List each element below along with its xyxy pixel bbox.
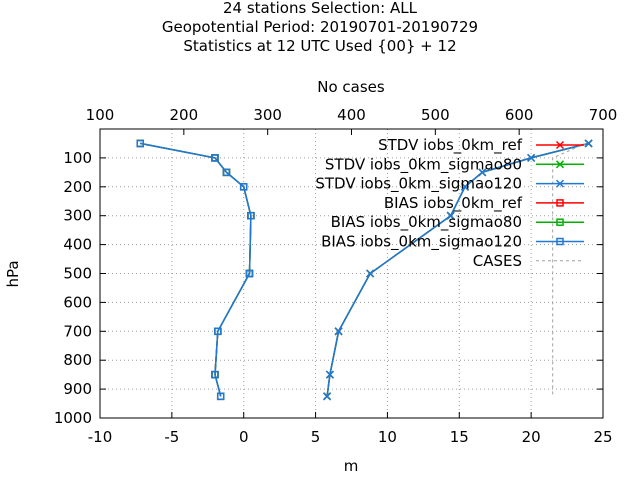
series-line (140, 142, 252, 397)
data-point-x-marker (461, 182, 470, 191)
data-point-x-marker (334, 327, 343, 336)
data-point-x-marker (325, 370, 334, 379)
legend-label: STDV iobs_0km_sigmao120 (315, 175, 522, 194)
x-tick-label: -10 (88, 428, 113, 446)
y-tick-label: 100 (63, 149, 92, 167)
data-point-square-marker (245, 269, 254, 278)
data-point-x-marker (323, 392, 332, 401)
x2-tick-label: 300 (253, 106, 282, 124)
data-point-square-marker (556, 218, 564, 226)
marker-stroke (555, 160, 565, 169)
marker-stroke (366, 269, 375, 278)
x2-tick-label: 100 (86, 106, 115, 124)
chart-title-line-1: 24 stations Selection: ALL (223, 0, 418, 17)
y-tick-label: 900 (63, 380, 92, 398)
data-point-x-marker (584, 139, 593, 148)
y-tick-label: 700 (63, 322, 92, 340)
plot-frame (99, 128, 604, 419)
legend-label: BIAS iobs_0km_sigmao80 (331, 213, 522, 232)
y-tick-label: 800 (63, 351, 92, 369)
marker-stroke (461, 182, 470, 191)
data-point-square-marker (216, 392, 225, 401)
x-tick-label: -5 (164, 428, 179, 446)
marker-stroke (527, 153, 536, 162)
marker-stroke (323, 392, 332, 401)
data-point-x-marker (366, 269, 375, 278)
data-point-square-marker (556, 237, 564, 246)
y-tick-label: 300 (63, 207, 92, 225)
series-layer (136, 139, 593, 401)
marker-stroke (446, 211, 455, 220)
data-point-square-marker (211, 154, 219, 162)
legend-label: CASES (473, 252, 522, 270)
data-point-square-marker (556, 199, 564, 207)
legend-label: STDV iobs_0km_ref (378, 136, 523, 155)
x2-tick-label: 400 (337, 106, 366, 124)
data-point-square-marker (239, 183, 248, 191)
data-point-square-marker (247, 211, 255, 220)
grid-layer (100, 129, 603, 418)
marker-stroke (325, 370, 334, 379)
marker-stroke (478, 168, 487, 177)
x2-tick-label: 600 (505, 106, 534, 124)
x2-tick-label: 700 (589, 106, 618, 124)
data-point-square-marker (222, 168, 231, 177)
marker-stroke (334, 327, 343, 336)
y-tick-label: 400 (63, 236, 92, 254)
legend-label: BIAS iobs_0km_ref (384, 194, 523, 213)
data-point-square-marker (136, 139, 144, 148)
x-tick-label: 10 (378, 428, 397, 446)
axis-layer: -10 -5 0 5 10 15 20 25 100 200 300 400 500 600 700 100 2… (54, 106, 618, 446)
x-tick-label: 0 (239, 428, 249, 446)
x-tick-label: 20 (522, 428, 541, 446)
legend-label: STDV iobs_0km_sigmao80 (325, 155, 522, 174)
data-point-x-marker (555, 160, 565, 169)
x2-tick-label: 200 (170, 106, 199, 124)
marker-stroke (584, 139, 593, 148)
data-point-x-marker (527, 153, 536, 162)
x2-tick-label: 500 (421, 106, 450, 124)
chart-title-line-2: Geopotential Period: 20190701-20190729 (162, 18, 478, 36)
x-axis-label: m (344, 457, 359, 475)
series-line (140, 142, 252, 397)
data-point-square-marker (211, 370, 219, 379)
y-tick-label: 600 (63, 293, 92, 311)
data-point-x-marker (555, 179, 565, 188)
y-tick-label: 200 (63, 178, 92, 196)
data-point-x-marker (446, 211, 455, 220)
y-tick-label: 500 (63, 265, 92, 283)
chart-title-line-3: Statistics at 12 UTC Used {00} + 12 (183, 37, 456, 55)
legend-label: BIAS iobs_0km_sigmao120 (321, 233, 522, 252)
data-point-x-marker (478, 168, 487, 177)
data-point-square-marker (214, 327, 222, 336)
y-axis-label: hPa (4, 260, 22, 287)
marker-stroke (555, 179, 565, 188)
marker-stroke (555, 140, 565, 150)
series-line (140, 142, 252, 397)
x-tick-label: 25 (593, 428, 612, 446)
data-point-x-marker (555, 140, 565, 150)
x-tick-label: 15 (450, 428, 469, 446)
x2-axis-label: No cases (317, 78, 385, 96)
x-tick-label: 5 (311, 428, 321, 446)
y-tick-label: 1000 (54, 409, 92, 427)
